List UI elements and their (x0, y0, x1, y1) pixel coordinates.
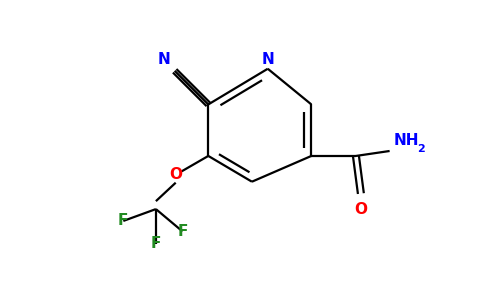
Text: F: F (151, 236, 161, 251)
Text: NH: NH (393, 133, 419, 148)
Text: O: O (354, 202, 367, 217)
Text: F: F (118, 213, 128, 228)
Text: O: O (169, 167, 182, 182)
Text: N: N (261, 52, 274, 67)
Text: F: F (177, 224, 188, 239)
Text: N: N (158, 52, 171, 67)
Text: 2: 2 (417, 144, 425, 154)
